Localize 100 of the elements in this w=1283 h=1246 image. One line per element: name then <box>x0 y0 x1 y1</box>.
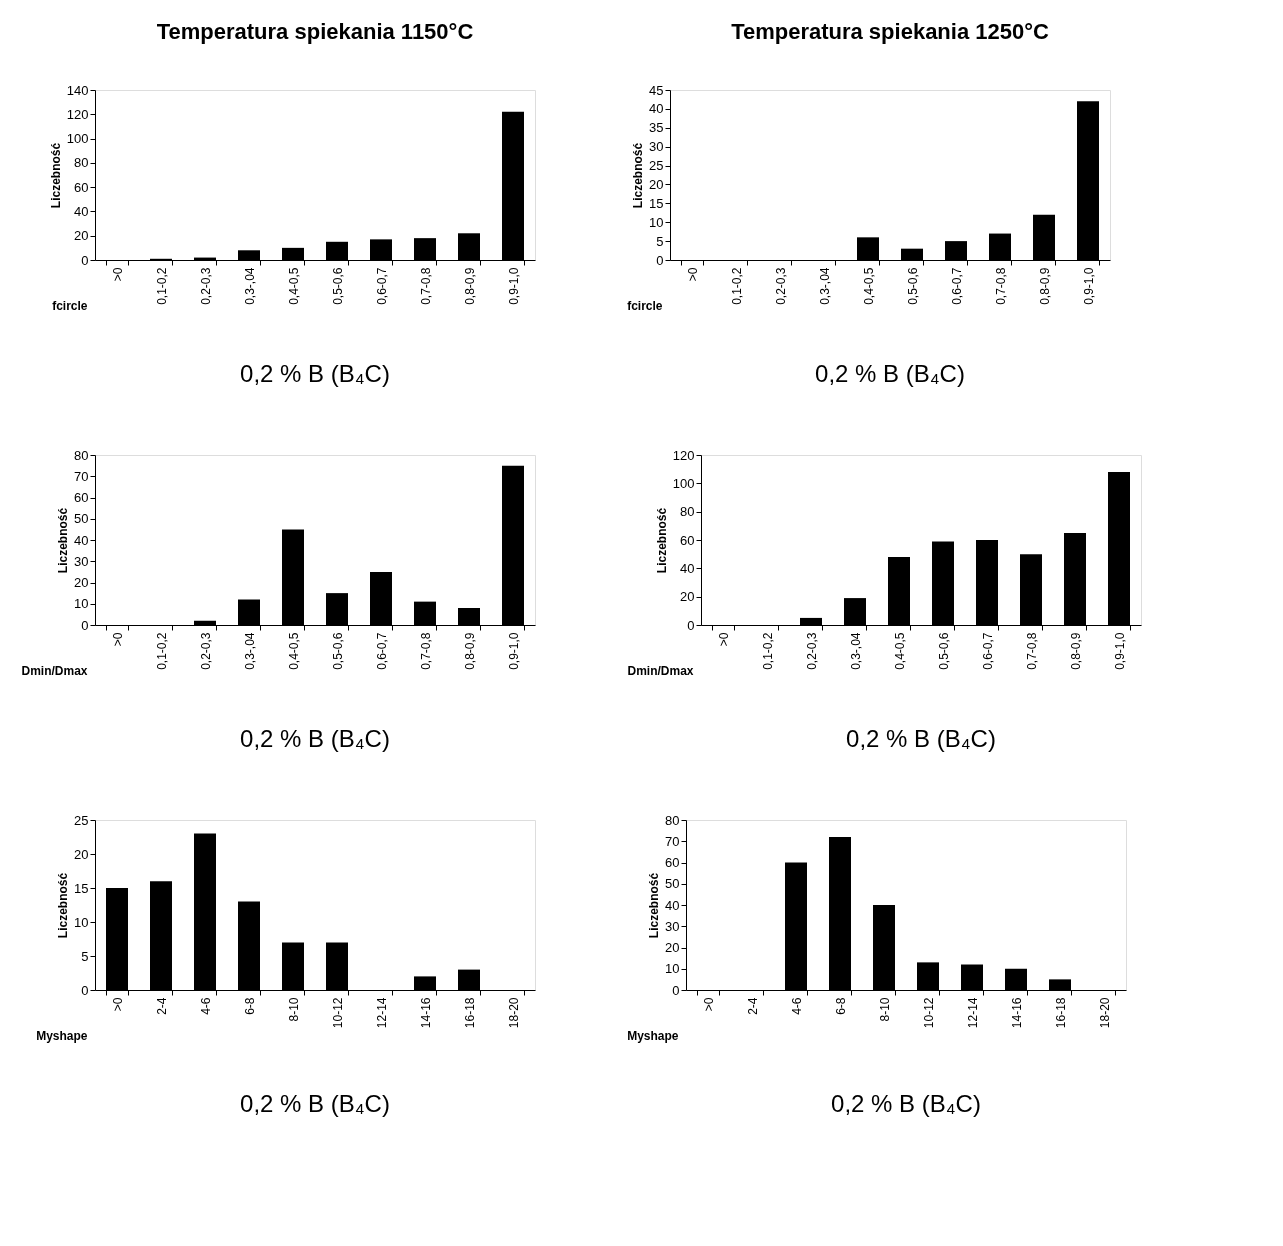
y-tick-label: 100 <box>672 475 695 491</box>
text: 0,2 % B (B₄C) <box>815 360 965 387</box>
y-tick-label: 25 <box>649 158 664 174</box>
x-tick-label: 0,7-0,8 <box>1024 632 1039 670</box>
x-axis-title: Dmin/Dmax <box>627 663 694 678</box>
y-tick-label: 50 <box>74 511 89 527</box>
x-tick-label: 0,6-0,7 <box>949 267 964 305</box>
x-tick-label: 0,4-0,5 <box>286 632 301 670</box>
x-tick-label: 0,4-0,5 <box>286 267 301 305</box>
x-tick-label: 0,2-0,3 <box>773 267 788 305</box>
y-tick-label: 0 <box>81 617 89 633</box>
x-tick-label: 4-6 <box>198 997 213 1015</box>
x-tick-label: >0 <box>110 632 125 647</box>
x-tick-label: >0 <box>685 267 700 282</box>
y-tick-label: 60 <box>74 179 89 195</box>
x-tick-label: 0,8-0,9 <box>462 632 477 670</box>
x-tick-label: 0,4-0,5 <box>861 267 876 305</box>
y-axis-title: Liczebność <box>647 872 662 939</box>
y-tick-label: 100 <box>66 131 89 147</box>
y-tick-label: 30 <box>74 553 89 569</box>
y-tick-label: 30 <box>665 918 680 934</box>
y-tick-label: 40 <box>665 897 680 913</box>
x-tick-label: 14-16 <box>418 997 433 1029</box>
x-axis-title: fcircle <box>52 298 88 313</box>
y-tick-label: 20 <box>74 575 89 590</box>
y-tick-label: 30 <box>649 139 664 155</box>
text: 0,2 % B (B₄C) <box>240 360 390 387</box>
x-tick-label: 8-10 <box>286 997 301 1022</box>
x-axis-title: Dmin/Dmax <box>21 663 88 678</box>
y-tick-label: 10 <box>74 596 89 612</box>
x-tick-label: >0 <box>110 267 125 282</box>
x-tick-label: 0,2-0,3 <box>198 267 213 305</box>
x-tick-label: 0,9-1,0 <box>1081 267 1096 305</box>
y-tick-label: 5 <box>656 233 664 249</box>
x-tick-label: 0,3-,04 <box>242 267 257 305</box>
y-axis-title: Liczebność <box>56 872 71 939</box>
text: 0,2 % B (B₄C) <box>831 1090 981 1117</box>
x-tick-label: 10-12 <box>330 997 345 1029</box>
x-tick-label: 0,8-0,9 <box>1037 267 1052 305</box>
x-tick-label: 0,9-1,0 <box>506 632 521 670</box>
x-tick-label: 4-6 <box>789 997 804 1015</box>
x-axis-title: Myshape <box>36 1028 88 1043</box>
y-tick-label: 40 <box>649 101 664 117</box>
x-tick-label: 16-18 <box>1053 997 1068 1029</box>
y-tick-label: 20 <box>680 589 695 605</box>
y-tick-label: 80 <box>74 447 89 463</box>
y-tick-label: 60 <box>680 532 695 548</box>
y-tick-label: 20 <box>649 176 664 192</box>
y-tick-label: 120 <box>66 106 89 122</box>
text: 0,2 % B (B₄C) <box>240 1090 390 1117</box>
x-tick-label: 0,7-0,8 <box>418 267 433 305</box>
x-axis-title: fcircle <box>627 298 663 313</box>
x-tick-label: 6-8 <box>833 997 848 1015</box>
y-tick-label: 50 <box>665 876 680 892</box>
x-tick-label: 0,5-0,6 <box>936 632 951 670</box>
y-axis-title: Liczebność <box>48 142 63 209</box>
x-tick-label: 0,2-0,3 <box>804 632 819 670</box>
y-tick-label: 60 <box>665 855 680 870</box>
x-tick-label: >0 <box>701 997 716 1012</box>
y-tick-label: 0 <box>81 982 89 998</box>
y-tick-label: 80 <box>665 812 680 828</box>
y-tick-label: 35 <box>649 120 664 136</box>
y-tick-label: 120 <box>672 447 695 463</box>
x-tick-label: 12-14 <box>374 997 389 1029</box>
x-tick-label: 8-10 <box>877 997 892 1022</box>
x-tick-label: 0,6-0,7 <box>374 632 389 670</box>
x-tick-label: 0,4-0,5 <box>892 632 907 670</box>
x-tick-label: 0,1-0,2 <box>154 632 169 670</box>
y-tick-label: 80 <box>74 155 89 171</box>
x-tick-label: 0,5-0,6 <box>330 267 345 305</box>
y-axis-title: Liczebność <box>654 507 669 574</box>
x-tick-label: 0,6-0,7 <box>374 267 389 305</box>
y-tick-label: 10 <box>74 914 89 930</box>
y-tick-label: 0 <box>687 617 695 633</box>
y-tick-label: 10 <box>649 214 664 230</box>
y-tick-label: 15 <box>649 195 664 211</box>
y-tick-label: 40 <box>74 203 89 219</box>
x-tick-label: 0,3-,04 <box>848 632 863 670</box>
y-tick-label: 70 <box>74 468 89 484</box>
x-tick-label: 16-18 <box>462 997 477 1029</box>
text: 0,2 % B (B₄C) <box>240 725 390 752</box>
x-tick-label: >0 <box>110 997 125 1012</box>
x-tick-label: 18-20 <box>1097 997 1112 1029</box>
x-tick-label: 0,8-0,9 <box>1068 632 1083 670</box>
x-tick-label: 0,5-0,6 <box>905 267 920 305</box>
y-tick-label: 80 <box>680 504 695 520</box>
y-tick-label: 0 <box>81 252 89 268</box>
x-tick-label: 10-12 <box>921 997 936 1029</box>
y-tick-label: 20 <box>665 940 680 955</box>
chart-title: Temperatura spiekania 1150°C <box>156 19 474 44</box>
y-tick-label: 60 <box>74 490 89 505</box>
x-tick-label: 2-4 <box>745 997 760 1015</box>
x-tick-label: 14-16 <box>1009 997 1024 1029</box>
x-tick-label: 0,3-,04 <box>817 267 832 305</box>
x-axis-title: Myshape <box>627 1028 679 1043</box>
y-tick-label: 20 <box>74 846 89 862</box>
x-tick-label: 12-14 <box>965 997 980 1029</box>
y-tick-label: 40 <box>680 560 695 576</box>
x-tick-label: 0,1-0,2 <box>729 267 744 305</box>
y-tick-label: 140 <box>66 82 89 98</box>
